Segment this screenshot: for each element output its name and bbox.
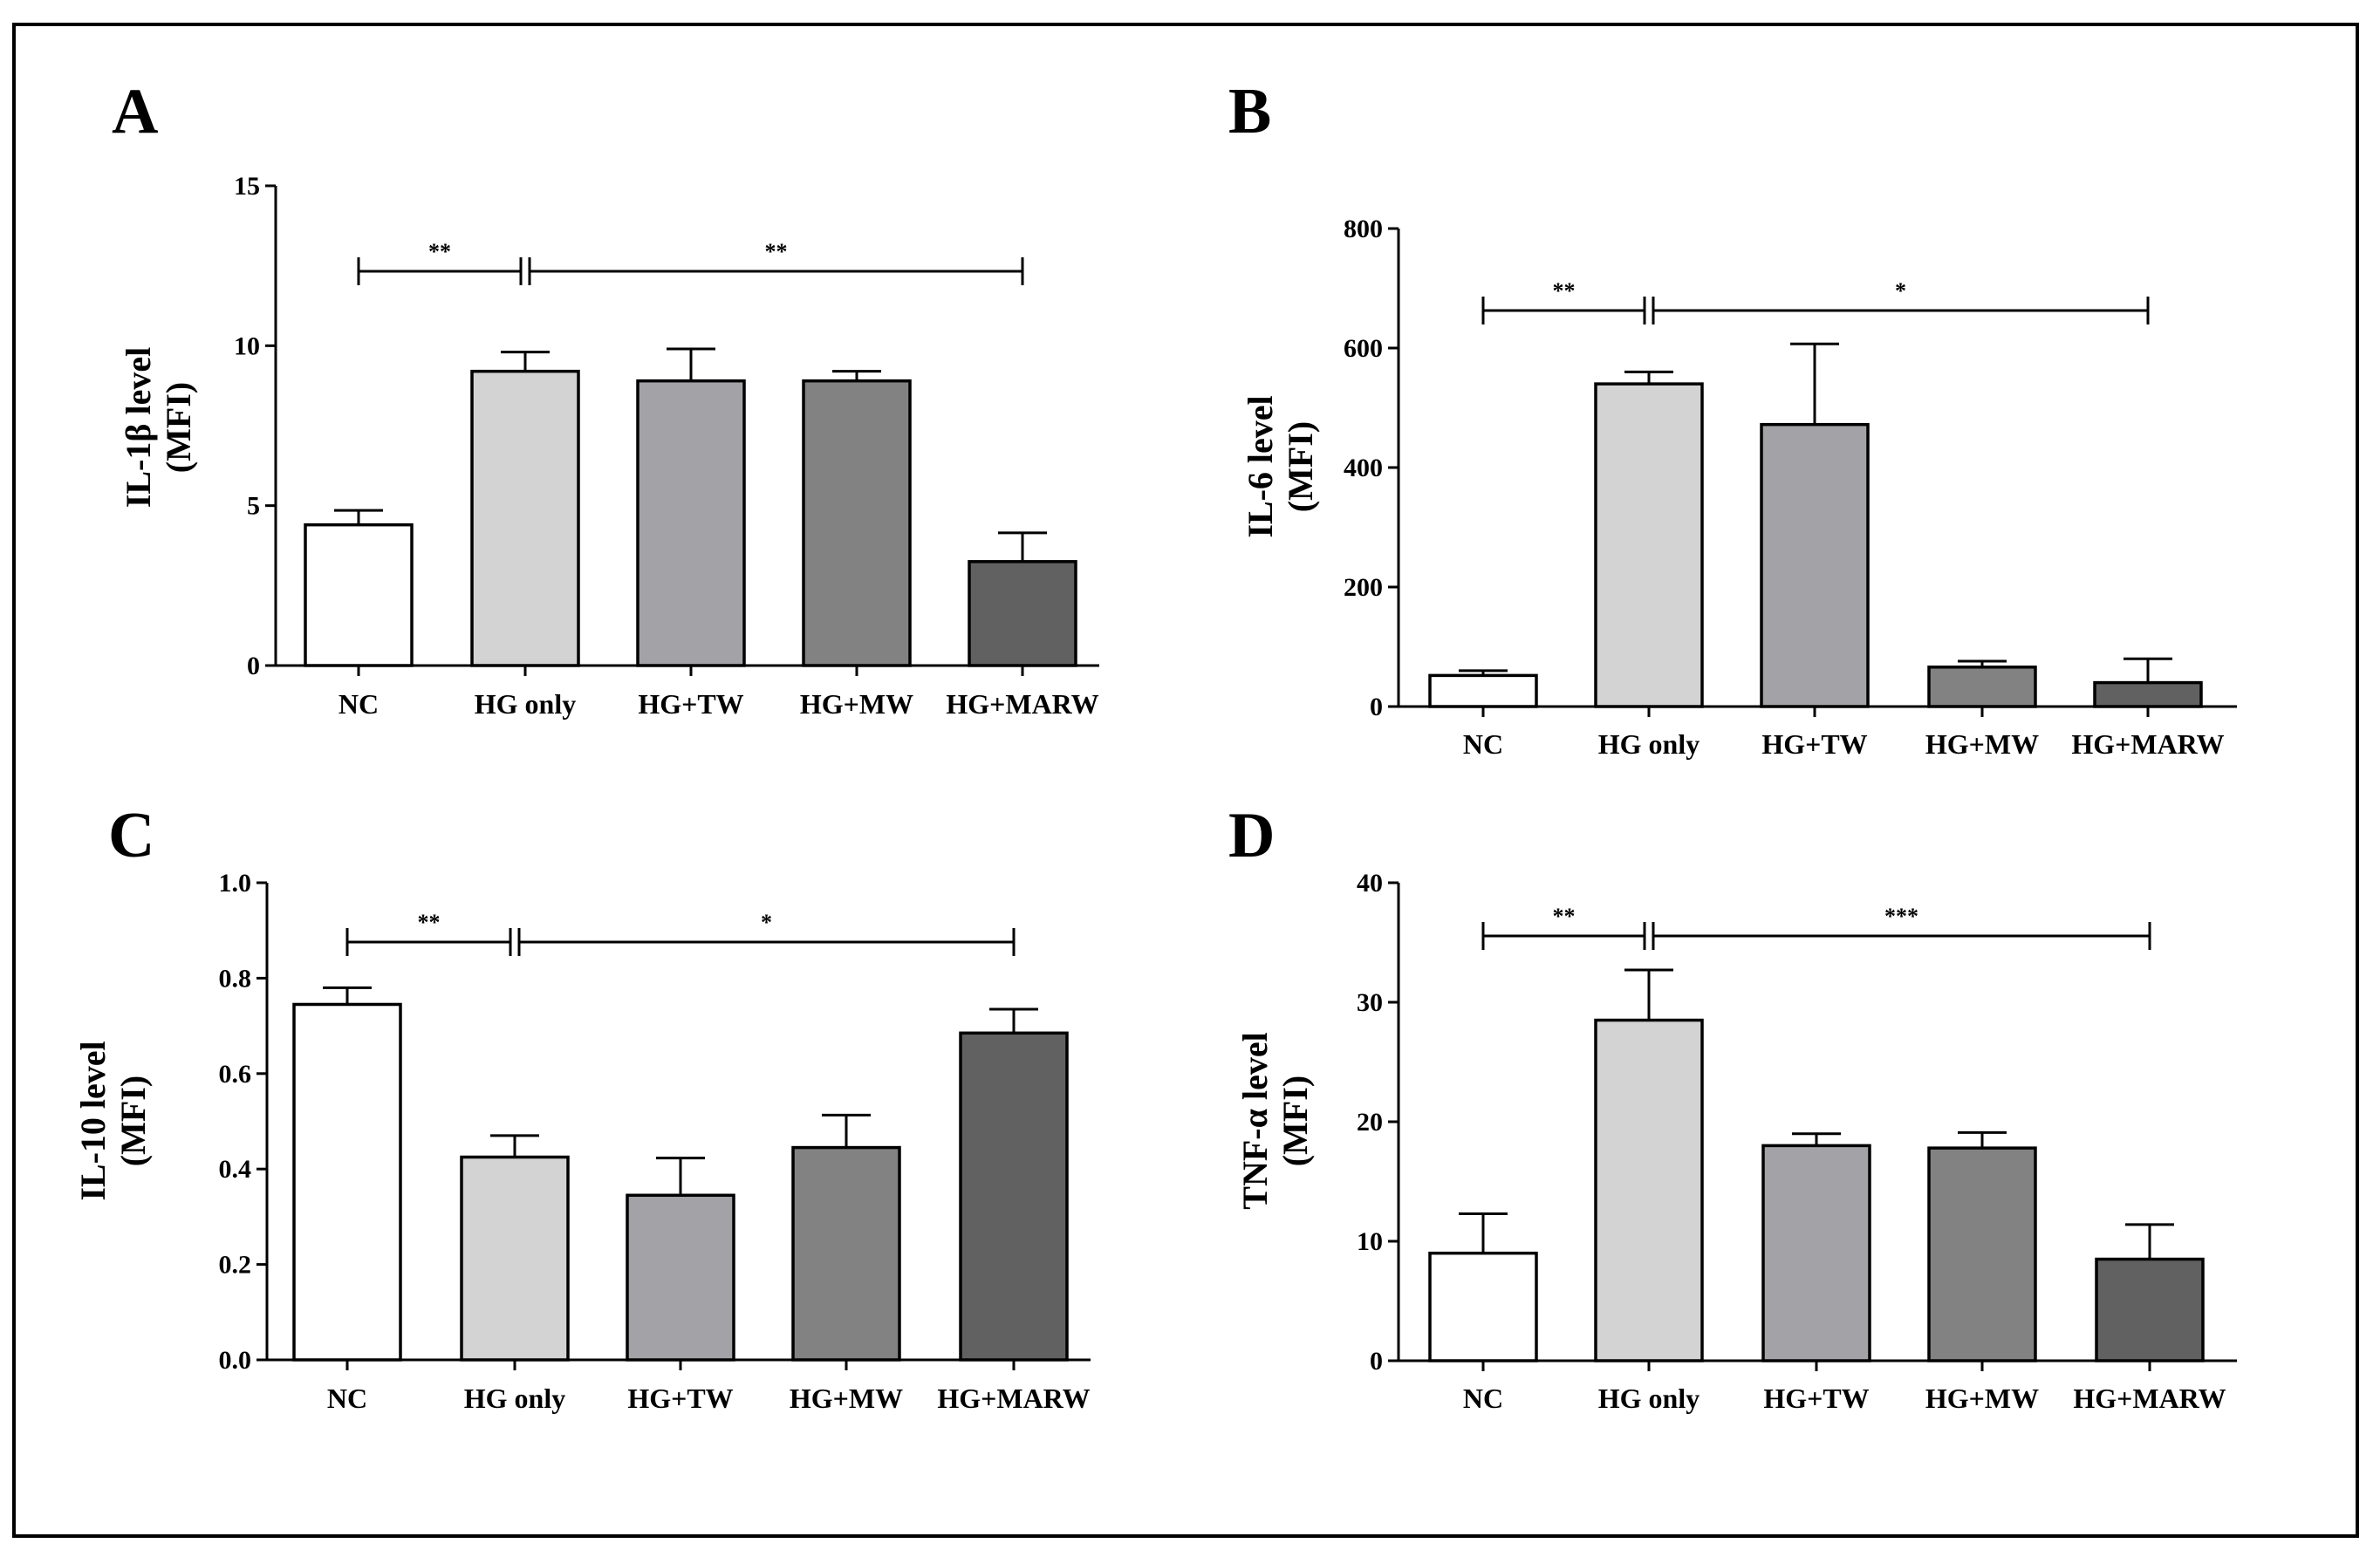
significance-label: **	[1553, 904, 1576, 929]
bar-hg-marw	[2095, 1257, 2205, 1362]
significance-bracket: *	[1652, 278, 2150, 324]
y-tick-label: 1.0	[219, 869, 252, 898]
bar-hg-tw	[1761, 1144, 1871, 1362]
y-axis-title: IL-1β level(MFI)	[119, 347, 198, 508]
y-axis-title: IL-10 level(MFI)	[73, 1041, 153, 1200]
x-category-label: HG+MW	[1925, 1383, 2039, 1414]
bar-hg-mw	[1927, 1146, 2037, 1362]
x-category-label: HG+MARW	[937, 1383, 1090, 1414]
y-tick-label: 0.0	[219, 1346, 252, 1375]
significance-bracket: **	[345, 910, 512, 956]
significance-bracket: **	[1481, 278, 1646, 324]
y-tick-label: 400	[1344, 454, 1383, 482]
y-tick-label: 0	[1370, 1347, 1383, 1376]
y-axis-title: IL-6 level(MFI)	[1241, 395, 1320, 537]
y-tick-label: 600	[1344, 334, 1383, 363]
significance-label: **	[418, 910, 441, 935]
y-axis-title-line: (MFI)	[1281, 421, 1320, 512]
bar-hg-marw	[959, 1031, 1069, 1362]
y-axis-title-line: (MFI)	[113, 1076, 153, 1166]
y-axis-title-line: TNF-α level	[1235, 1032, 1275, 1209]
x-category-label: HG+TW	[638, 688, 743, 720]
y-tick-label: 800	[1344, 215, 1383, 243]
x-category-label: HG+MARW	[946, 688, 1098, 720]
bar-hg-tw	[626, 1193, 735, 1362]
panel-letter: C	[108, 800, 154, 871]
y-axis-title: TNF-α level(MFI)	[1235, 1032, 1315, 1209]
bar-hg-only	[460, 1155, 570, 1362]
bar-nc	[1428, 1251, 1538, 1362]
bar-hg-only	[1594, 1018, 1704, 1362]
significance-label: **	[765, 239, 788, 264]
y-tick-label: 10	[234, 331, 260, 360]
y-tick-label: 0.2	[219, 1251, 252, 1280]
y-axis-title-line: IL-10 level	[73, 1041, 113, 1200]
y-tick-label: 200	[1344, 573, 1383, 602]
y-tick-label: 0.4	[219, 1155, 252, 1184]
x-category-label: HG+TW	[1763, 1383, 1869, 1414]
significance-label: *	[761, 910, 772, 935]
y-axis-title-line: IL-6 level	[1241, 395, 1280, 537]
bar-hg-marw	[2093, 680, 2203, 708]
panel-letter: D	[1228, 800, 1275, 871]
x-category-label: HG only	[1598, 728, 1700, 760]
bar-nc	[1428, 673, 1538, 708]
bar-hg-only	[1594, 382, 1704, 708]
x-category-label: HG+TW	[1761, 728, 1867, 760]
bar-nc	[304, 522, 414, 667]
x-category-label: NC	[327, 1383, 367, 1414]
y-tick-label: 0.6	[219, 1060, 252, 1089]
significance-label: *	[1895, 278, 1906, 304]
significance-bracket: **	[357, 239, 523, 285]
x-category-label: HG+MARW	[2071, 728, 2224, 760]
significance-label: ***	[1884, 904, 1918, 929]
chart-panel-c: C 0.0 0.2 0.4 0.6 0.8 1.0 IL-10 level(MFI) NC HG …	[73, 800, 1091, 1414]
x-category-label: HG only	[1598, 1383, 1700, 1414]
significance-bracket: ***	[1652, 904, 2151, 950]
significance-bracket: **	[1481, 904, 1646, 950]
x-category-label: HG+MW	[1925, 728, 2039, 760]
y-tick-label: 40	[1357, 869, 1383, 898]
significance-label: **	[428, 239, 451, 264]
y-axis-title-line: (MFI)	[1275, 1076, 1315, 1166]
significance-bracket: *	[517, 910, 1016, 956]
x-category-label: NC	[1463, 728, 1503, 760]
y-tick-label: 20	[1357, 1108, 1383, 1137]
significance-label: **	[1553, 278, 1576, 304]
x-category-label: HG+MW	[790, 1383, 903, 1414]
bar-nc	[292, 1002, 402, 1362]
x-category-label: NC	[339, 688, 379, 720]
y-tick-label: 10	[1357, 1227, 1383, 1256]
x-category-label: HG only	[464, 1383, 565, 1414]
y-tick-label: 0	[247, 652, 260, 680]
y-tick-label: 30	[1357, 988, 1383, 1017]
x-category-label: NC	[1463, 1383, 1503, 1414]
x-category-label: HG only	[475, 688, 576, 720]
panel-letter: A	[112, 76, 158, 147]
y-axis-title-line: IL-1β level	[119, 347, 158, 508]
bar-hg-tw	[1760, 422, 1870, 708]
y-tick-label: 15	[234, 172, 260, 201]
x-category-label: HG+MARW	[2073, 1383, 2226, 1414]
chart-panel-a: A 0 5 10 15 IL-1β level(MFI) NC HG only HG+TW HG+…	[112, 76, 1099, 720]
bar-hg-mw	[802, 379, 912, 667]
significance-bracket: **	[528, 239, 1024, 285]
bar-hg-marw	[968, 560, 1077, 667]
x-category-label: HG+TW	[627, 1383, 733, 1414]
y-tick-label: 0	[1370, 693, 1383, 721]
chart-panel-b: B 0 200 400 600 800 IL-6 level(MFI) NC HG only HG…	[1228, 76, 2237, 760]
panel-letter: B	[1228, 76, 1271, 147]
bar-hg-mw	[791, 1145, 901, 1362]
y-tick-label: 0.8	[219, 964, 252, 993]
bar-hg-mw	[1927, 666, 2037, 708]
chart-panel-d: D 0 10 20 30 40 TNF-α level(MFI) NC HG only HG+TW…	[1228, 800, 2237, 1414]
y-axis-title-line: (MFI)	[159, 382, 198, 473]
y-tick-label: 5	[247, 492, 260, 521]
bar-hg-tw	[636, 379, 746, 667]
x-category-label: HG+MW	[800, 688, 913, 720]
bar-hg-only	[470, 369, 580, 667]
